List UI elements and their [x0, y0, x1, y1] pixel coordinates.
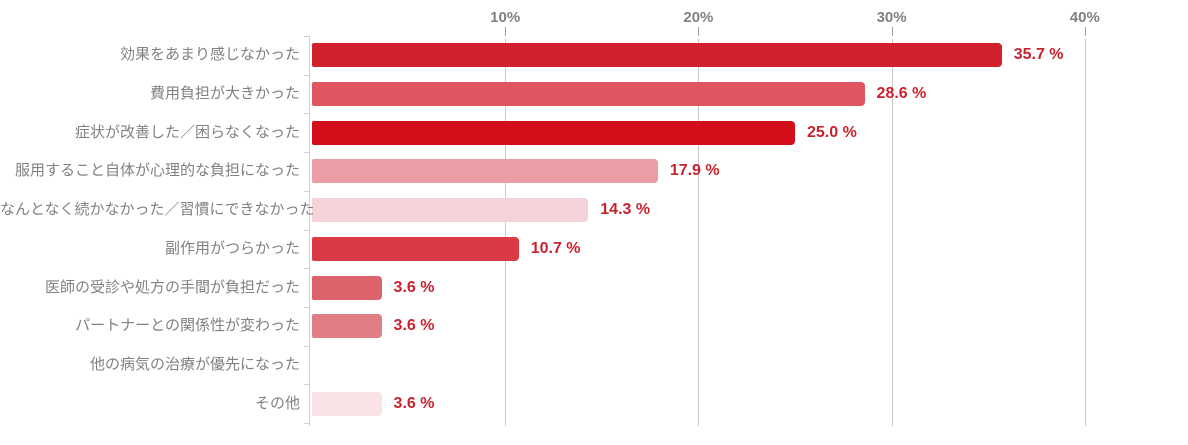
x-tick-mark	[891, 27, 893, 36]
bar	[312, 391, 382, 416]
category-label: 他の病気の治療が優先になった	[89, 355, 300, 373]
y-axis-tick	[304, 190, 309, 192]
value-label: 28.6 %	[876, 85, 927, 103]
x-tick-label: 30%	[876, 9, 907, 26]
bar	[312, 159, 658, 184]
bar	[312, 236, 519, 261]
bar	[312, 275, 382, 300]
category-label: 副作用がつらかった	[164, 239, 300, 257]
category-label: 症状が改善した／困らなくなった	[74, 123, 300, 141]
value-label: 10.7 %	[530, 239, 581, 257]
value-label: 17.9 %	[669, 162, 720, 180]
y-axis-tick	[304, 423, 309, 424]
value-label: 25.0 %	[807, 123, 857, 141]
y-axis-tick	[304, 306, 309, 308]
value-label: 3.6 %	[393, 317, 435, 335]
y-axis-tick	[304, 345, 309, 347]
category-label: パートナーとの関係性が変わった	[75, 317, 300, 335]
bar	[312, 120, 795, 145]
x-tick-mark	[1084, 27, 1086, 36]
value-label: 3.6 %	[393, 394, 435, 412]
x-tick-mark	[698, 27, 700, 36]
gridline	[891, 39, 893, 426]
gridline	[698, 39, 700, 426]
category-label: 医師の受診や処方の手間が負担だった	[44, 278, 300, 296]
bar	[312, 198, 589, 223]
category-label: 効果をあまり感じなかった	[119, 46, 300, 64]
y-axis-tick	[304, 113, 309, 115]
y-axis-tick	[304, 384, 309, 386]
plot-area: 35.7 % 28.6 % 25.0 % 17.9 % 14.3 % 10.7 % 3.6 …	[304, 36, 1173, 426]
x-tick-mark	[505, 27, 507, 36]
bar	[312, 82, 865, 107]
bar	[312, 43, 1002, 68]
y-axis-tick	[304, 152, 309, 154]
category-label: なんとなく続かなかった／習慣にできなかった	[0, 201, 315, 219]
y-axis-tick	[304, 229, 309, 231]
y-axis-tick	[304, 36, 309, 37]
category-label: 服用すること自体が心理的な負担になった	[14, 162, 300, 180]
gridline	[505, 39, 507, 426]
category-label: 費用負担が大きかった	[149, 85, 300, 103]
value-label: 14.3 %	[600, 201, 651, 219]
category-label: その他	[254, 394, 300, 412]
bar	[312, 314, 382, 339]
x-tick-label: 20%	[683, 9, 714, 26]
y-axis-tick	[304, 268, 309, 270]
value-label: 35.7 %	[1013, 46, 1064, 64]
y-axis-line	[309, 36, 310, 426]
x-tick-label: 10%	[490, 9, 521, 26]
x-tick-label: 40%	[1069, 9, 1100, 26]
gridline	[1084, 39, 1086, 426]
value-label: 3.6 %	[393, 278, 435, 296]
y-axis-tick	[304, 74, 309, 76]
